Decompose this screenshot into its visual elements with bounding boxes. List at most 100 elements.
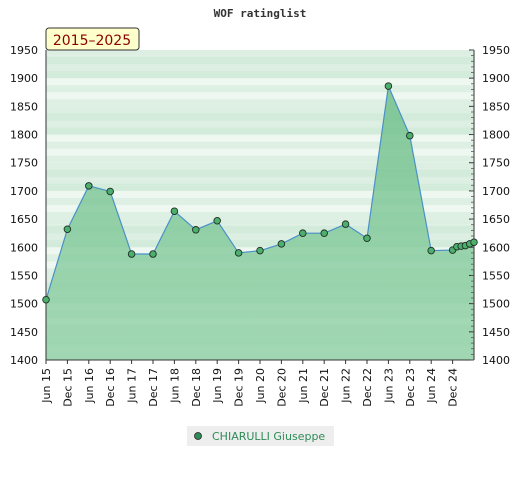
- x-tick-label: Dec 21: [318, 368, 331, 407]
- legend-label: CHIARULLI Giuseppe: [212, 430, 325, 443]
- data-point[interactable]: [192, 226, 200, 234]
- background-band: [46, 162, 474, 169]
- x-tick-label: Jun 15: [40, 368, 53, 404]
- background-band: [46, 179, 474, 186]
- x-tick-label: Jun 20: [254, 368, 267, 404]
- y-tick-label-left: 1550: [10, 269, 38, 282]
- area-fill: [46, 86, 474, 361]
- background-band: [46, 95, 474, 101]
- data-point[interactable]: [106, 187, 114, 196]
- x-tick-label: Jun 21: [297, 368, 310, 404]
- background-band: [46, 230, 474, 236]
- background-band: [46, 241, 474, 248]
- x-tick-label: Jun 18: [168, 368, 181, 404]
- data-point[interactable]: [127, 250, 136, 258]
- x-tick-label: Jun 23: [382, 368, 395, 404]
- data-point[interactable]: [299, 229, 307, 237]
- background-band: [46, 202, 474, 208]
- y-tick-label-right: 1950: [482, 44, 510, 57]
- y-tick-label-left: 1750: [10, 157, 38, 170]
- background-band: [46, 207, 474, 214]
- y-axis-left: 1400 1450 1500 1550 1600 1650 1700 1750 1800 1850…: [10, 44, 38, 367]
- x-tick-label: Dec 23: [404, 368, 417, 407]
- data-point[interactable]: [42, 295, 50, 304]
- background-stripe: [46, 212, 474, 220]
- chart-title: WOF ratinglist: [214, 7, 307, 20]
- background-band: [46, 236, 474, 242]
- y-tick-label-left: 1900: [10, 72, 38, 85]
- data-point[interactable]: [234, 249, 243, 257]
- data-points: [42, 82, 478, 304]
- data-point[interactable]: [384, 82, 393, 90]
- x-tick-label: Dec 15: [61, 368, 74, 407]
- data-point[interactable]: [63, 225, 72, 233]
- y-tick-label-left: 1400: [10, 354, 38, 367]
- x-tick-label: Dec 24: [447, 368, 460, 407]
- x-tick-label: Jun 19: [211, 368, 224, 404]
- data-point[interactable]: [256, 246, 264, 255]
- background-band: [46, 83, 474, 90]
- data-point[interactable]: [427, 246, 435, 255]
- legend[interactable]: CHIARULLI Giuseppe: [187, 426, 334, 446]
- data-point[interactable]: [213, 217, 221, 225]
- y-tick-label-right: 1400: [482, 354, 510, 367]
- data-point[interactable]: [470, 238, 478, 246]
- background-stripe: [46, 113, 474, 121]
- background-stripe: [46, 183, 474, 191]
- background-band: [46, 61, 474, 67]
- x-tick-label: Dec 20: [275, 368, 288, 407]
- y-axis-right: 1400 1450 1500 1550 1600 1650 1700 1750 1800 1850…: [469, 44, 510, 367]
- background-stripe: [46, 141, 474, 149]
- background-band: [46, 89, 474, 96]
- background-band: [46, 140, 474, 146]
- data-point[interactable]: [85, 182, 93, 190]
- background-band: [46, 128, 474, 135]
- background-band: [46, 145, 474, 152]
- x-tick-label: Jun 16: [83, 368, 96, 404]
- data-point[interactable]: [149, 250, 157, 258]
- x-tick-label: Jun 24: [425, 368, 438, 404]
- x-axis: Jun 15 Dec 15 Jun 16 Dec 16 Jun 17 Dec 17 Jun …: [40, 360, 460, 407]
- y-tick-label-left: 1700: [10, 185, 38, 198]
- data-point[interactable]: [406, 131, 414, 140]
- background-band: [46, 50, 474, 56]
- x-tick-label: Jun 17: [126, 368, 139, 404]
- y-tick-label-left: 1600: [10, 241, 38, 254]
- y-tick-label-right: 1900: [482, 72, 510, 85]
- background-stripe: [46, 169, 474, 177]
- background-band: [46, 185, 474, 191]
- background-stripe: [46, 155, 474, 163]
- y-tick-label-right: 1800: [482, 129, 510, 142]
- y-tick-label-right: 1850: [482, 100, 510, 113]
- y-tick-label-left: 1950: [10, 44, 38, 57]
- data-point[interactable]: [320, 229, 328, 237]
- y-tick-label-left: 1500: [10, 298, 38, 311]
- data-point[interactable]: [277, 240, 286, 248]
- background-band: [46, 151, 474, 158]
- background-stripe: [46, 57, 474, 65]
- y-tick-label-left: 1450: [10, 326, 38, 339]
- data-point[interactable]: [363, 234, 371, 243]
- background-band: [46, 157, 474, 163]
- y-tick-label-left: 1800: [10, 129, 38, 142]
- background-band: [46, 66, 474, 73]
- background-band: [46, 224, 474, 231]
- y-tick-label-right: 1600: [482, 241, 510, 254]
- y-tick-label-right: 1450: [482, 326, 510, 339]
- y-tick-label-right: 1700: [482, 185, 510, 198]
- background-band: [46, 219, 474, 225]
- background-band: [46, 168, 474, 174]
- background-stripe: [46, 71, 474, 79]
- y-tick-label-right: 1550: [482, 269, 510, 282]
- background-band: [46, 55, 474, 62]
- y-tick-label-right: 1650: [482, 213, 510, 226]
- data-point[interactable]: [341, 220, 350, 228]
- data-point[interactable]: [170, 207, 179, 215]
- background-band: [46, 190, 474, 197]
- background-stripe: [46, 240, 474, 248]
- y-tick-label-right: 1500: [482, 298, 510, 311]
- x-tick-label: Dec 19: [233, 368, 246, 407]
- background-band: [46, 123, 474, 129]
- legend-marker: [194, 432, 202, 440]
